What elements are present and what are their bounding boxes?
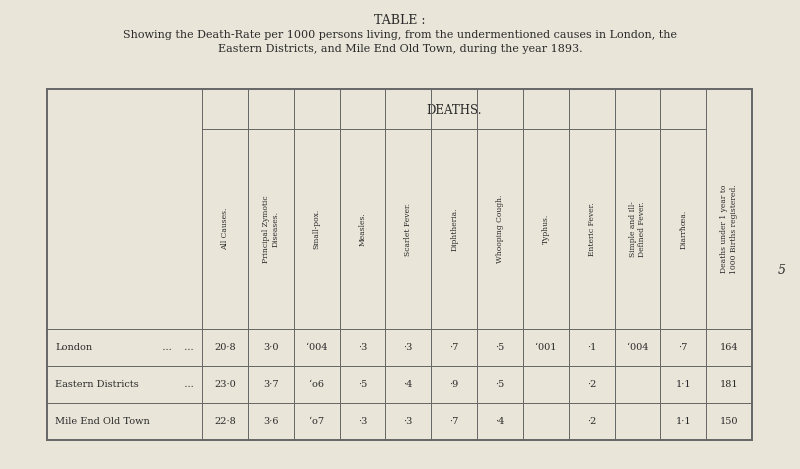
Text: ·7: ·7 bbox=[450, 417, 458, 426]
Text: ·3: ·3 bbox=[403, 417, 413, 426]
Text: ‘o7: ‘o7 bbox=[309, 417, 324, 426]
Text: ‘o6: ‘o6 bbox=[309, 380, 324, 389]
Text: Deaths under 1 year to
1000 Births registered.: Deaths under 1 year to 1000 Births regis… bbox=[721, 184, 738, 274]
Text: ‘004: ‘004 bbox=[306, 343, 327, 352]
Text: Enteric Fever.: Enteric Fever. bbox=[587, 202, 595, 256]
Text: ·3: ·3 bbox=[358, 417, 367, 426]
Text: 3·6: 3·6 bbox=[263, 417, 278, 426]
Text: 22·8: 22·8 bbox=[214, 417, 236, 426]
Text: ‘001: ‘001 bbox=[535, 343, 557, 352]
Text: ·7: ·7 bbox=[678, 343, 688, 352]
Text: Small-pox.: Small-pox. bbox=[313, 209, 321, 249]
Text: 150: 150 bbox=[720, 417, 738, 426]
Text: ·9: ·9 bbox=[450, 380, 458, 389]
Text: Scarlet Fever.: Scarlet Fever. bbox=[404, 203, 412, 256]
Text: 20·8: 20·8 bbox=[214, 343, 236, 352]
Text: 3·0: 3·0 bbox=[263, 343, 278, 352]
Text: 5: 5 bbox=[778, 264, 786, 277]
Text: ·4: ·4 bbox=[403, 380, 413, 389]
Text: Eastern Districts, and Mile End Old Town, during the year 1893.: Eastern Districts, and Mile End Old Town… bbox=[218, 44, 582, 54]
Text: All Causes.: All Causes. bbox=[221, 208, 229, 250]
Text: ·5: ·5 bbox=[495, 380, 505, 389]
Text: Simple and Ill-
Defined Fever.: Simple and Ill- Defined Fever. bbox=[629, 201, 646, 257]
Text: ·7: ·7 bbox=[450, 343, 458, 352]
Text: ‘004: ‘004 bbox=[626, 343, 648, 352]
Text: ·3: ·3 bbox=[403, 343, 413, 352]
Text: 1·1: 1·1 bbox=[675, 417, 691, 426]
Text: Whooping Cough.: Whooping Cough. bbox=[496, 195, 504, 263]
Text: DEATHS.: DEATHS. bbox=[426, 105, 482, 118]
Text: 181: 181 bbox=[720, 380, 738, 389]
Text: ·3: ·3 bbox=[358, 343, 367, 352]
Text: Diphtheria.: Diphtheria. bbox=[450, 207, 458, 251]
Text: ·5: ·5 bbox=[495, 343, 505, 352]
Text: Mile End Old Town: Mile End Old Town bbox=[55, 417, 150, 426]
Text: 23·0: 23·0 bbox=[214, 380, 236, 389]
Text: ...    ...: ... ... bbox=[154, 343, 194, 352]
Text: Showing the Death-Rate per 1000 persons living, from the undermentioned causes i: Showing the Death-Rate per 1000 persons … bbox=[123, 30, 677, 40]
Text: Diarrħœa.: Diarrħœa. bbox=[679, 209, 687, 249]
Text: 164: 164 bbox=[720, 343, 738, 352]
Text: TABLE :: TABLE : bbox=[374, 14, 426, 27]
Text: Typhus.: Typhus. bbox=[542, 214, 550, 244]
Text: ·4: ·4 bbox=[495, 417, 505, 426]
Text: ·1: ·1 bbox=[587, 343, 596, 352]
Text: Eastern Districts: Eastern Districts bbox=[55, 380, 138, 389]
Text: 3·7: 3·7 bbox=[263, 380, 278, 389]
Text: ...: ... bbox=[175, 380, 194, 389]
Text: ·2: ·2 bbox=[587, 417, 596, 426]
Text: Principal Zymotic
Diseases.: Principal Zymotic Diseases. bbox=[262, 195, 279, 263]
Text: 1·1: 1·1 bbox=[675, 380, 691, 389]
Text: Measles.: Measles. bbox=[358, 212, 366, 246]
Text: London: London bbox=[55, 343, 92, 352]
Text: ·5: ·5 bbox=[358, 380, 367, 389]
Text: ·2: ·2 bbox=[587, 380, 596, 389]
